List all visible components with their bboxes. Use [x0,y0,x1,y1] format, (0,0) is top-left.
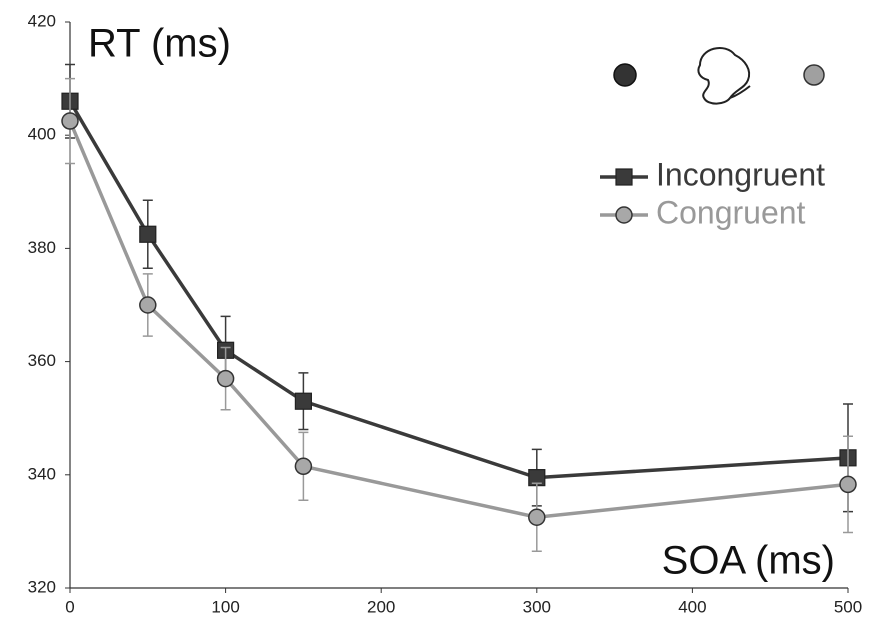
marker [139,225,157,243]
y-tick-label: 400 [28,125,56,144]
y-axis-label: RT (ms) [88,22,231,66]
marker [294,457,313,476]
marker [139,296,157,314]
marker [839,475,857,494]
marker [294,392,312,410]
legend-marker [615,206,633,224]
marker [528,508,546,526]
series-line [68,120,849,520]
x-tick-label: 100 [211,597,239,616]
x-tick-label: 0 [65,597,74,616]
y-tick-label: 320 [28,577,56,596]
x-tick-label: 200 [367,597,395,616]
legend-label: Incongruent [656,156,825,192]
marker [61,112,79,130]
series-line [68,100,849,480]
y-tick-label: 360 [28,351,56,370]
x-tick-label: 400 [678,597,706,616]
fish-icon [697,46,751,105]
dark-stimulus-icon [613,63,637,87]
y-tick-label: 340 [28,464,56,483]
x-tick-label: 300 [523,597,551,616]
x-tick-label: 500 [834,597,862,616]
legend-label: Congruent [656,194,806,230]
legend-marker [615,168,633,186]
x-axis-label: SOA (ms) [662,539,835,583]
gray-stimulus-icon [803,64,825,86]
y-tick-label: 380 [28,238,56,257]
y-tick-label: 420 [28,11,56,30]
marker [216,369,235,388]
